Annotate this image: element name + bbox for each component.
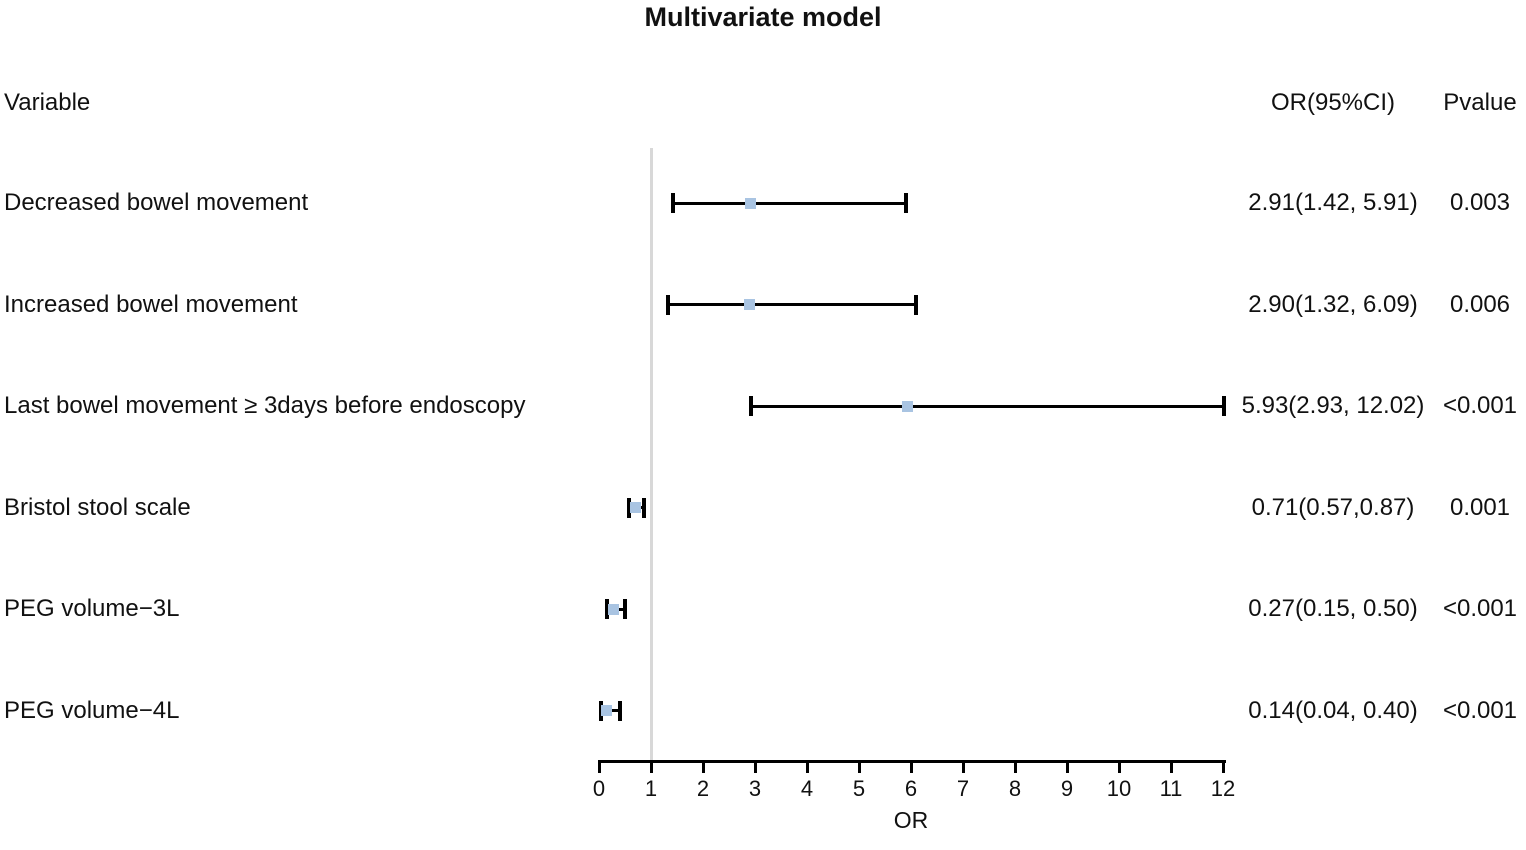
x-axis-tick-label: 3 — [748, 776, 762, 801]
x-axis-tick-label: 12 — [1210, 776, 1236, 801]
point-estimate-marker — [630, 502, 642, 513]
x-axis-tick — [1065, 760, 1069, 773]
point-estimate-marker — [600, 705, 612, 716]
ci-cap-left — [670, 193, 675, 213]
variable-label: Increased bowel movement — [4, 290, 298, 318]
ci-line — [751, 404, 1225, 408]
pvalue-value: <0.001 — [1442, 595, 1518, 622]
x-axis-tick-label: 1 — [644, 776, 658, 801]
ci-line — [667, 303, 916, 306]
chart-title: Multivariate model — [644, 2, 882, 32]
x-axis-tick-label: 2 — [696, 776, 710, 801]
x-axis-tick-label: 8 — [1008, 776, 1022, 801]
or-ci-value: 2.91(1.42, 5.91) — [1248, 189, 1418, 216]
x-axis-line — [599, 760, 1226, 763]
x-axis-tick — [961, 760, 965, 773]
pvalue-value: 0.003 — [1449, 189, 1511, 216]
point-estimate-marker — [607, 603, 619, 615]
ci-cap-left — [604, 599, 609, 619]
x-axis-tick-label: 5 — [852, 776, 866, 801]
or-ci-value: 0.14(0.04, 0.40) — [1248, 696, 1418, 724]
pvalue-value: <0.001 — [1442, 696, 1518, 724]
x-axis-tick-label: 9 — [1060, 776, 1074, 801]
x-axis-tick — [1013, 760, 1017, 773]
or-ci-value: 0.71(0.57,0.87) — [1251, 493, 1415, 521]
x-axis-tick-label: 10 — [1106, 776, 1132, 801]
x-axis-tick — [805, 760, 809, 773]
reference-line — [649, 148, 653, 760]
x-axis-tick — [857, 760, 861, 773]
ci-cap-right — [642, 497, 647, 518]
x-axis-tick-label: 6 — [904, 776, 918, 801]
ci-cap-left — [626, 497, 631, 518]
ci-cap-right — [913, 294, 918, 315]
point-estimate-marker — [901, 400, 913, 412]
ci-cap-right — [904, 193, 909, 213]
x-axis-tick — [1169, 760, 1173, 773]
column-header-variable: Variable — [4, 89, 91, 116]
x-axis-tick — [649, 760, 653, 773]
column-header-or-ci: OR(95%CI) — [1270, 89, 1396, 116]
pvalue-value: 0.001 — [1449, 493, 1511, 521]
pvalue-value: <0.001 — [1442, 392, 1518, 419]
variable-label: PEG volume−3L — [4, 595, 180, 622]
x-axis-tick-label: 0 — [592, 776, 606, 801]
x-axis-tick-label: 4 — [800, 776, 814, 801]
ci-cap-left — [749, 396, 754, 416]
x-axis-tick — [597, 760, 601, 773]
variable-label: PEG volume−4L — [4, 696, 180, 724]
x-axis-tick-label: 7 — [956, 776, 970, 801]
ci-line — [672, 201, 907, 205]
variable-label: Last bowel movement ≥ 3days before endos… — [4, 392, 526, 419]
or-ci-value: 2.90(1.32, 6.09) — [1248, 290, 1418, 318]
x-axis-tick — [1221, 760, 1225, 773]
x-axis-title: OR — [893, 807, 929, 833]
x-axis-tick — [909, 760, 913, 773]
variable-label: Bristol stool scale — [4, 493, 191, 521]
point-estimate-marker — [744, 299, 756, 310]
x-axis-tick — [753, 760, 757, 773]
x-axis-tick — [701, 760, 705, 773]
pvalue-value: 0.006 — [1449, 290, 1511, 318]
variable-label: Decreased bowel movement — [4, 189, 309, 216]
ci-cap-right — [1222, 396, 1227, 416]
ci-cap-right — [623, 599, 627, 619]
column-header-pvalue: Pvalue — [1443, 89, 1517, 116]
x-axis-tick — [1117, 760, 1121, 773]
ci-cap-left — [665, 294, 670, 315]
x-axis-tick-label: 11 — [1159, 776, 1183, 801]
or-ci-value: 5.93(2.93, 12.02) — [1241, 392, 1425, 419]
point-estimate-marker — [744, 197, 756, 209]
ci-cap-right — [617, 700, 622, 721]
or-ci-value: 0.27(0.15, 0.50) — [1248, 595, 1418, 622]
